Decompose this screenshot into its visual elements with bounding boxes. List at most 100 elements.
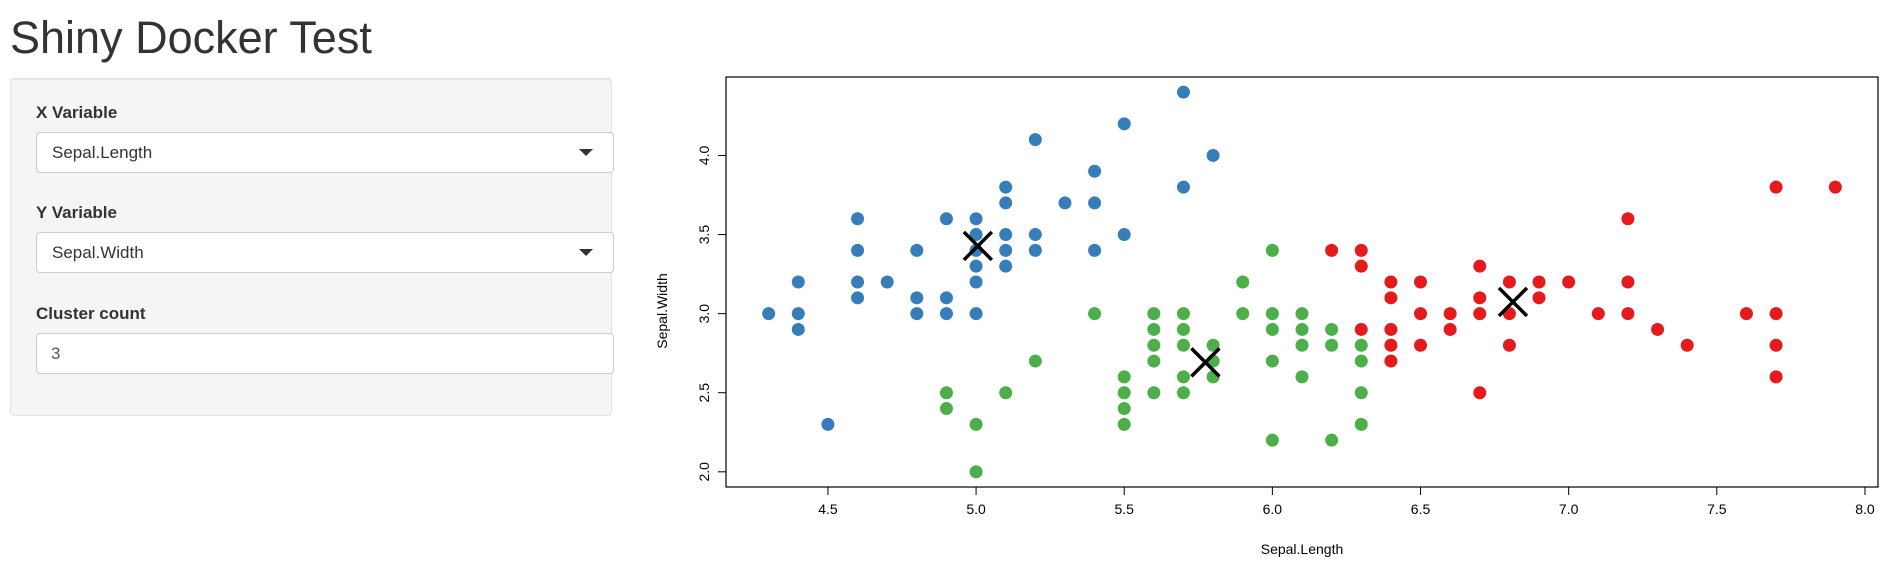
cluster-3-point [1354, 322, 1368, 336]
cluster-3-point [1443, 307, 1457, 321]
cluster-3-point [1621, 212, 1635, 226]
plot-frame [725, 76, 1879, 488]
cluster-2-point [939, 402, 953, 416]
x-tick-label: 5.5 [1114, 501, 1134, 517]
y-variable-select[interactable]: Sepal.Width [36, 232, 614, 273]
cluster-3-point [1473, 386, 1487, 400]
cluster-2-point [1117, 370, 1131, 384]
cluster-1-point [939, 307, 953, 321]
y-tick-label: 2.0 [696, 462, 712, 482]
cluster-1-point [1028, 228, 1042, 242]
cluster-2-point [1325, 322, 1339, 336]
cluster-2-point [1176, 370, 1190, 384]
x-tick-label: 7.5 [1707, 501, 1727, 517]
cluster-2-point [1325, 433, 1339, 447]
cluster-3-point [1414, 275, 1428, 289]
cluster-3-point [1621, 307, 1635, 321]
x-tick-label: 6.0 [1263, 501, 1283, 517]
x-tick-label: 7.0 [1559, 501, 1579, 517]
cluster-3-point [1769, 370, 1783, 384]
cluster-2-point [1265, 354, 1279, 368]
cluster-3-point [1769, 180, 1783, 194]
cluster-1-point [880, 275, 894, 289]
cluster-3-point [1680, 338, 1694, 352]
cluster-1-point [851, 291, 865, 305]
cluster-center-marker [962, 230, 994, 262]
cluster-2-point [1354, 338, 1368, 352]
cluster-1-point [939, 291, 953, 305]
cluster-1-point [939, 212, 953, 226]
cluster-count-label: Cluster count [36, 304, 146, 323]
cluster-1-point [999, 259, 1013, 273]
cluster-1-point [1088, 164, 1102, 178]
cluster-1-point [791, 322, 805, 336]
cluster-2-point [1117, 386, 1131, 400]
cluster-1-point [1028, 133, 1042, 147]
cluster-2-point [1206, 338, 1220, 352]
cluster-1-point [791, 275, 805, 289]
cluster-3-point [1325, 243, 1339, 257]
cluster-1-point [791, 307, 805, 321]
cluster-2-point [1176, 386, 1190, 400]
y-variable-value: Sepal.Width [52, 243, 144, 262]
cluster-2-point [1147, 307, 1161, 321]
cluster-count-input[interactable] [36, 333, 614, 374]
cluster-2-point [1354, 386, 1368, 400]
x-variable-select[interactable]: Sepal.Length [36, 132, 614, 173]
cluster-2-point [1028, 354, 1042, 368]
cluster-2-point [1295, 370, 1309, 384]
cluster-3-point [1532, 291, 1546, 305]
cluster-3-point [1769, 338, 1783, 352]
x-tick-label: 5.0 [966, 501, 986, 517]
cluster-center-marker [1497, 286, 1529, 318]
cluster-2-point [1295, 307, 1309, 321]
cluster-2-point [999, 386, 1013, 400]
y-variable-label: Y Variable [36, 203, 117, 222]
cluster-1-point [999, 243, 1013, 257]
cluster-3-point [1621, 275, 1635, 289]
cluster-2-point [1117, 402, 1131, 416]
cluster-2-point [1236, 307, 1250, 321]
cluster-3-point [1473, 307, 1487, 321]
cluster-3-point [1354, 243, 1368, 257]
cluster-2-point [1147, 386, 1161, 400]
cluster-2-point [1265, 307, 1279, 321]
cluster-2-point [1265, 243, 1279, 257]
cluster-1-point [1058, 196, 1072, 210]
cluster-1-point [910, 243, 924, 257]
y-tick-label: 3.5 [696, 225, 712, 245]
cluster-2-point [1147, 354, 1161, 368]
cluster-1-point [999, 180, 1013, 194]
cluster-1-point [1117, 228, 1131, 242]
cluster-2-point [1176, 322, 1190, 336]
cluster-3-point [1502, 275, 1516, 289]
cluster-2-point [939, 386, 953, 400]
cluster-3-point [1414, 307, 1428, 321]
cluster-2-point [1088, 307, 1102, 321]
centers-layer [962, 230, 1529, 378]
cluster-1-point [969, 259, 983, 273]
cluster-3-point [1828, 180, 1842, 194]
y-axis: 2.0 2.5 3.0 3.5 4.0 [696, 146, 727, 482]
sidebar-panel: X Variable Sepal.Length Y Variable Sepal… [10, 78, 614, 416]
cluster-3-point [1769, 307, 1783, 321]
points-layer [762, 85, 1842, 479]
chevron-down-icon [579, 149, 593, 156]
x-variable-label: X Variable [36, 103, 118, 122]
cluster-3-point [1473, 291, 1487, 305]
cluster-3-point [1502, 338, 1516, 352]
cluster-2-point [1295, 338, 1309, 352]
cluster-1-point [1117, 117, 1131, 131]
cluster-1-point [910, 291, 924, 305]
cluster-1-point [1088, 196, 1102, 210]
cluster-2-point [1147, 338, 1161, 352]
cluster-1-point [821, 417, 835, 431]
cluster-scatter-plot: 4.5 5.0 5.5 6.0 6.5 7.0 7.5 8.0 2.0 2.5 3.0 3.5 4.0… [654, 76, 1879, 557]
cluster-3-point [1443, 322, 1457, 336]
y-axis-label: Sepal.Width [654, 273, 670, 348]
cluster-2-point [1176, 338, 1190, 352]
x-tick-label: 8.0 [1855, 501, 1875, 517]
cluster-center-marker [1190, 347, 1221, 378]
y-tick-label: 2.5 [696, 383, 712, 403]
x-axis: 4.5 5.0 5.5 6.0 6.5 7.0 7.5 8.0 [818, 486, 1875, 517]
